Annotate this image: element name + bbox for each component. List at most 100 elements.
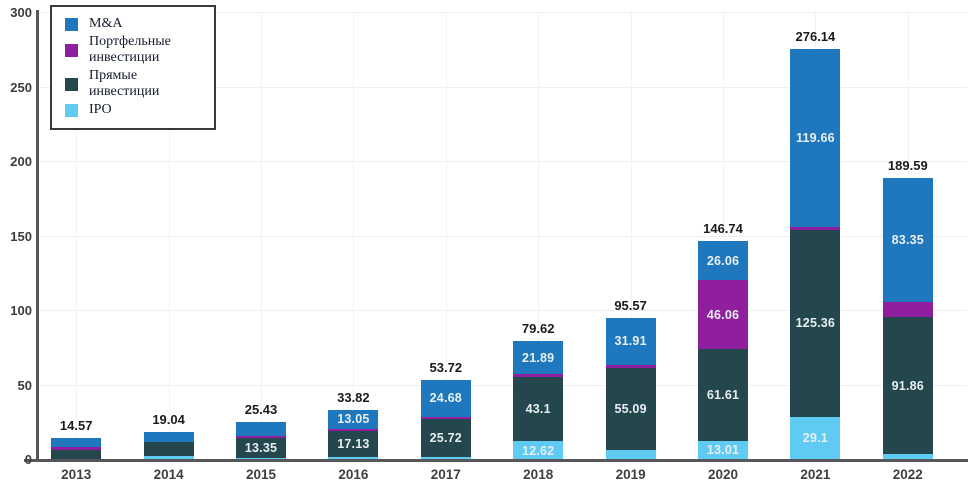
- x-tick-2020: 2020: [707, 467, 739, 482]
- segment-value-label: 31.91: [614, 334, 647, 349]
- bar-group-2020: 13.01 61.61 46.06 26.06 146.74: [677, 13, 769, 460]
- segment-value-label: 24.68: [429, 391, 462, 406]
- bar-segment-2022-Портфельные инвестиции: [882, 301, 933, 318]
- bar-segment-2017-IPO: [420, 457, 471, 460]
- x-tick-2015: 2015: [245, 467, 277, 482]
- bar-segment-2016-Портфельные инвестиции: [328, 429, 379, 432]
- bar-segment-2016-M&A: 13.05: [328, 409, 379, 430]
- bar-segment-2020-Прямые инвестиции: 61.61: [697, 348, 748, 441]
- bar-segment-2021-IPO: 29.1: [790, 416, 841, 460]
- bar-segment-2022-IPO: [882, 454, 933, 460]
- bar-segment-2018-Портфельные инвестиции: [513, 374, 564, 377]
- bar-2020: 13.01 61.61 46.06 26.06: [697, 241, 748, 460]
- segment-value-label: 12.62: [522, 443, 555, 458]
- x-tick-2019: 2019: [615, 467, 646, 482]
- segment-value-label: 91.86: [891, 378, 924, 393]
- bar-segment-2019-IPO: [605, 450, 656, 460]
- bar-segment-2014-IPO: [143, 456, 194, 460]
- bar-segment-2017-Прямые инвестиции: 25.72: [420, 419, 471, 458]
- legend-label: Прямые инвестиции: [89, 68, 160, 100]
- gridline-y-200: [38, 161, 967, 162]
- bar-total-label: 25.43: [244, 402, 278, 418]
- bar-2021: 29.1 125.36 119.66: [790, 48, 841, 460]
- legend-label: IPO: [89, 102, 112, 118]
- x-tick-2022: 2022: [892, 467, 923, 482]
- bar-segment-2017-M&A: 24.68: [420, 379, 471, 417]
- segment-value-label: 46.06: [706, 307, 740, 322]
- bar-segment-2016-IPO: [328, 456, 379, 460]
- y-tick-250: 250: [10, 79, 32, 95]
- gridline-y-250: [38, 86, 967, 88]
- segment-value-label: 119.66: [796, 130, 835, 145]
- bar-total-label: 79.62: [521, 321, 555, 337]
- gridline-x-2018: [538, 13, 540, 460]
- legend-swatch: [65, 17, 78, 31]
- legend: M&A Портфельные инвестиции Прямые инвестиц…: [50, 5, 216, 130]
- bar-segment-2014-M&A: [143, 431, 194, 442]
- bar-segment-2017-Портфельные инвестиции: [420, 416, 471, 420]
- gridline-x-2016: [353, 13, 355, 460]
- plot-area: 14.57 19.04 13.35 25.43 17.13 13.05 33.82 25.72…: [0, 12, 973, 460]
- y-tick-100: 100: [10, 303, 32, 318]
- segment-value-label: 43.1: [525, 402, 551, 417]
- bar-segment-2013-Портфельные инвестиции: [51, 447, 102, 450]
- segment-value-label: 61.61: [706, 387, 740, 402]
- bar-group-2021: 29.1 125.36 119.66 276.14: [769, 13, 861, 460]
- segment-value-label: 21.89: [522, 350, 555, 365]
- legend-swatch: [65, 77, 78, 91]
- x-tick-2017: 2017: [430, 467, 461, 482]
- gridline-y-150: [38, 235, 967, 237]
- bar-group-2016: 17.13 13.05 33.82: [307, 13, 399, 460]
- gridline-x-2017: [445, 13, 447, 460]
- bar-total-label: 14.57: [59, 418, 93, 434]
- legend-swatch: [65, 104, 78, 118]
- bar-total-label: 53.72: [429, 359, 463, 375]
- bar-2015: 13.35: [235, 422, 286, 460]
- bar-segment-2018-M&A: 21.89: [513, 341, 564, 374]
- y-tick-200: 200: [10, 154, 32, 169]
- bar-group-2018: 12.62 43.1 21.89 79.62: [492, 13, 584, 460]
- legend-item-4: IPO: [65, 102, 206, 118]
- bar-segment-2014-Прямые инвестиции: [143, 442, 194, 457]
- y-tick-300: 300: [10, 5, 32, 20]
- x-tick-2013: 2013: [61, 467, 92, 482]
- bar-segment-2015-M&A: [235, 422, 286, 437]
- gridline-y-300: [38, 12, 967, 13]
- bar-2017: 25.72 24.68: [420, 379, 471, 460]
- bar-segment-2015-Портфельные инвестиции: [235, 436, 286, 439]
- bar-segment-2020-IPO: 13.01: [697, 440, 748, 460]
- bar-total-label: 95.57: [614, 297, 647, 313]
- gridline-x-2014: [168, 13, 170, 460]
- x-tick-2016: 2016: [338, 467, 369, 482]
- segment-value-label: 13.35: [244, 441, 278, 456]
- bar-2013: [51, 438, 102, 460]
- segment-value-label: 55.09: [614, 402, 647, 417]
- y-tick-150: 150: [10, 228, 32, 244]
- bar-segment-2016-Прямые инвестиции: 17.13: [328, 431, 379, 457]
- segment-value-label: 29.1: [802, 431, 828, 446]
- gridline-x-2020: [723, 13, 724, 460]
- segment-value-label: 25.72: [429, 431, 462, 446]
- bar-segment-2019-Прямые инвестиции: 55.09: [605, 368, 656, 451]
- bar-2018: 12.62 43.1 21.89: [513, 341, 564, 460]
- bar-group-2019: 55.09 31.91 95.57: [584, 13, 676, 460]
- bar-total-label: 189.59: [887, 157, 928, 173]
- gridline-y-50: [38, 384, 967, 386]
- x-tick-2021: 2021: [800, 467, 831, 482]
- gridline-x-2019: [630, 13, 632, 460]
- bar-total-label: 146.74: [703, 221, 743, 237]
- bar-segment-2021-Прямые инвестиции: 125.36: [790, 229, 841, 417]
- segment-value-label: 125.36: [795, 316, 836, 331]
- segment-value-label: 83.35: [891, 232, 924, 247]
- bar-segment-2020-Портфельные инвестиции: 46.06: [697, 280, 748, 349]
- legend-item-1: M&A: [65, 16, 206, 32]
- bar-segment-2013-Прямые инвестиции: [51, 449, 102, 459]
- legend-item-2: Портфельные инвестиции: [65, 34, 206, 66]
- legend-item-3: Прямые инвестиции: [65, 68, 206, 100]
- segment-value-label: 26.06: [706, 253, 740, 268]
- bar-segment-2019-Портфельные инвестиции: [605, 365, 656, 369]
- bar-segment-2018-IPO: 12.62: [513, 441, 564, 460]
- x-tick-2014: 2014: [153, 467, 184, 482]
- bar-total-label: 19.04: [152, 411, 185, 427]
